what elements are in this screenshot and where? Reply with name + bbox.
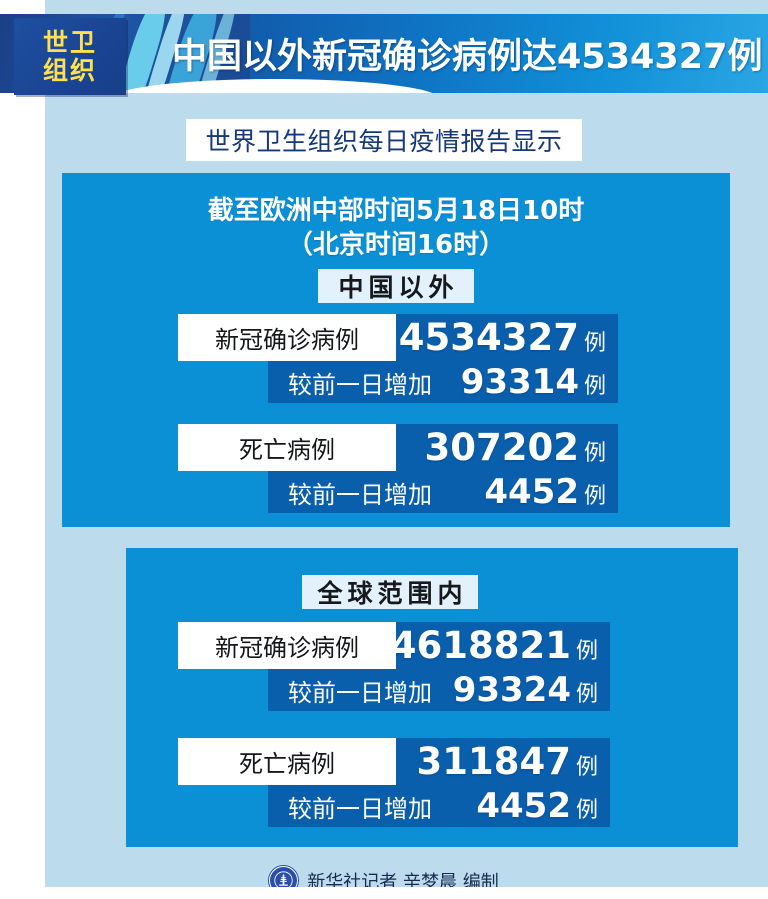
who-logo-line-1: 世卫	[42, 27, 97, 57]
stat-sub-value-wrap: 4452 例	[476, 785, 598, 827]
stat-value-wrap: 311847 例	[417, 738, 598, 785]
stat-sub-unit: 例	[583, 484, 606, 509]
stat-group-deaths-global: 死亡病例 311847 例 较前一日增加 4452 例	[178, 738, 610, 827]
stat-label: 新冠确诊病例	[178, 622, 396, 669]
stat-unit: 例	[583, 331, 606, 356]
stat-sub-label: 较前一日增加	[288, 370, 432, 399]
stat-group-confirmed-global: 新冠确诊病例 4618821 例 较前一日增加 93324 例	[178, 622, 610, 711]
stat-row-main: 新冠确诊病例 4618821 例	[178, 622, 610, 669]
stat-sub-label: 较前一日增加	[288, 678, 432, 707]
stat-value: 311847	[416, 740, 571, 783]
stat-sub-value: 93314	[460, 362, 579, 402]
stat-sub-unit: 例	[575, 682, 598, 707]
stat-sub-value-wrap: 93314 例	[461, 361, 606, 403]
stat-value: 4534327	[398, 316, 579, 359]
stat-sub-label: 较前一日增加	[288, 794, 432, 823]
section-label-worldwide: 全球范围内	[302, 575, 478, 609]
stat-label: 新冠确诊病例	[178, 314, 396, 361]
stat-unit: 例	[575, 755, 598, 780]
stat-value-wrap: 307202 例	[425, 424, 606, 471]
date-line-2: （北京时间16时）	[286, 230, 506, 261]
page-title: 中国以外新冠确诊病例达4534327例	[172, 37, 763, 77]
stat-row-main: 新冠确诊病例 4534327 例	[178, 314, 618, 361]
stat-sub-value-wrap: 4452 例	[484, 471, 606, 513]
section-label-outside-china: 中国以外	[318, 269, 474, 303]
stat-label: 死亡病例	[178, 738, 396, 785]
stat-row-sub: 较前一日增加 4452 例	[268, 471, 618, 513]
stat-label: 死亡病例	[178, 424, 396, 471]
stat-unit: 例	[583, 441, 606, 466]
stat-group-confirmed-outside: 新冠确诊病例 4534327 例 较前一日增加 93314 例	[178, 314, 618, 403]
stat-sub-label: 较前一日增加	[288, 480, 432, 509]
stat-sub-value: 4452	[476, 786, 571, 826]
date-line-1: 截至欧洲中部时间5月18日10时	[207, 196, 585, 226]
stat-value: 4618821	[390, 624, 571, 667]
stat-value: 307202	[424, 426, 579, 469]
left-margin	[0, 93, 45, 899]
stat-row-main: 死亡病例 311847 例	[178, 738, 610, 785]
stat-sub-unit: 例	[583, 374, 606, 399]
stat-sub-value-wrap: 93324 例	[453, 669, 598, 711]
ribbon-bottom-curve	[110, 79, 440, 93]
stat-value-wrap: 4618821 例	[391, 622, 598, 669]
stat-row-main: 死亡病例 307202 例	[178, 424, 618, 471]
stat-sub-value: 93324	[452, 670, 571, 710]
stat-unit: 例	[575, 639, 598, 664]
title-banner	[0, 14, 768, 93]
stat-row-sub: 较前一日增加 93314 例	[268, 361, 618, 403]
subheadline: 世界卫生组织每日疫情报告显示	[186, 119, 582, 161]
stat-row-sub: 较前一日增加 93324 例	[268, 669, 610, 711]
stat-row-sub: 较前一日增加 4452 例	[268, 785, 610, 827]
stat-group-deaths-outside: 死亡病例 307202 例 较前一日增加 4452 例	[178, 424, 618, 513]
stat-sub-value: 4452	[484, 472, 579, 512]
who-logo-line-2: 组织	[42, 55, 97, 85]
stat-value-wrap: 4534327 例	[399, 314, 606, 361]
who-logo-badge: 世卫 组织	[14, 18, 126, 95]
date-block: 截至欧洲中部时间5月18日10时 （北京时间16时）	[62, 194, 730, 263]
stat-sub-unit: 例	[575, 798, 598, 823]
bottom-margin	[0, 887, 768, 899]
